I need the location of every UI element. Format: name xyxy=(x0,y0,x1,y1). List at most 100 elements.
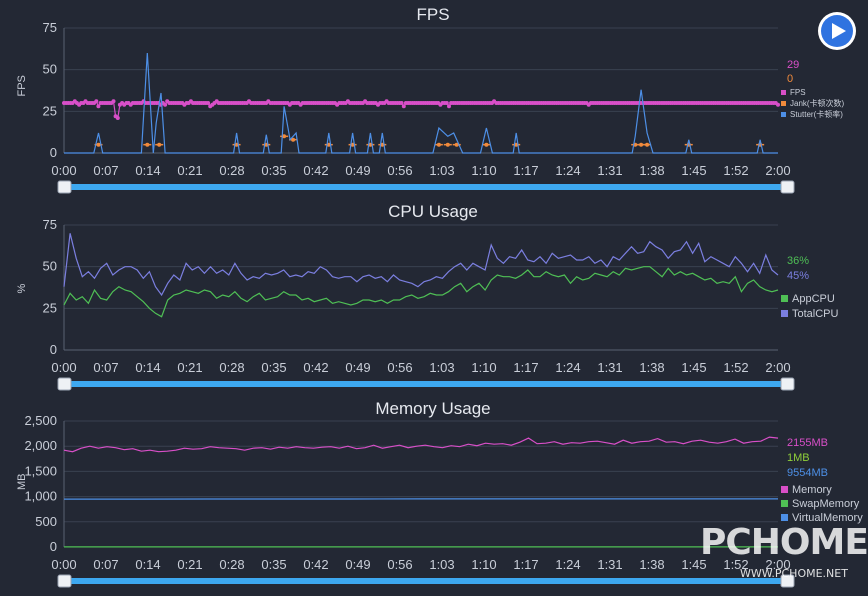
slider-handle-left[interactable] xyxy=(57,574,72,588)
data-point xyxy=(157,142,162,147)
x-tick-label: 2:00 xyxy=(765,557,790,572)
y-tick-label: 0 xyxy=(50,342,57,357)
x-tick-label: 1:24 xyxy=(555,557,580,572)
x-tick-label: 0:35 xyxy=(261,557,286,572)
chart-title: Memory Usage xyxy=(375,399,490,418)
x-tick-label: 0:28 xyxy=(219,557,244,572)
x-tick-label: 0:42 xyxy=(303,557,328,572)
y-tick-label: 500 xyxy=(35,514,57,529)
y-axis-label: % xyxy=(16,284,28,294)
x-tick-label: 1:10 xyxy=(471,360,496,375)
y-tick-label: 25 xyxy=(43,103,57,118)
y-tick-label: 75 xyxy=(43,217,57,232)
current-value: 0 xyxy=(787,73,793,85)
x-tick-label: 1:38 xyxy=(639,163,664,178)
x-tick-label: 1:03 xyxy=(429,163,454,178)
x-tick-label: 0:28 xyxy=(219,163,244,178)
x-tick-label: 2:00 xyxy=(765,163,790,178)
x-tick-label: 0:21 xyxy=(177,163,202,178)
legend-swatch xyxy=(781,295,788,302)
x-tick-label: 0:14 xyxy=(135,360,160,375)
legend-swatch xyxy=(781,112,786,117)
y-axis-label: MB xyxy=(16,474,28,491)
x-tick-label: 0:56 xyxy=(387,360,412,375)
current-value: 29 xyxy=(787,59,799,71)
x-tick-label: 0:00 xyxy=(51,557,76,572)
legend-swatch xyxy=(781,514,788,521)
data-point xyxy=(96,104,101,109)
y-tick-label: 1,500 xyxy=(24,463,57,478)
current-value: 45% xyxy=(787,270,809,282)
legend-entry: Memory xyxy=(792,484,832,496)
slider-handle-left[interactable] xyxy=(57,377,72,391)
slider-handle-left[interactable] xyxy=(57,180,72,194)
play-button[interactable] xyxy=(818,12,856,50)
x-tick-label: 0:49 xyxy=(345,163,370,178)
data-point xyxy=(639,142,644,147)
x-tick-label: 2:00 xyxy=(765,360,790,375)
x-tick-label: 0:07 xyxy=(93,557,118,572)
time-range-slider[interactable] xyxy=(62,381,793,387)
x-tick-label: 1:38 xyxy=(639,360,664,375)
chart-title: FPS xyxy=(416,5,449,24)
legend-swatch xyxy=(781,310,788,317)
x-tick-label: 1:52 xyxy=(723,163,748,178)
legend-entry: VirtualMemory xyxy=(792,512,863,524)
x-tick-label: 0:00 xyxy=(51,360,76,375)
x-tick-label: 0:42 xyxy=(303,163,328,178)
x-tick-label: 1:31 xyxy=(597,163,622,178)
x-tick-label: 0:28 xyxy=(219,360,244,375)
x-tick-label: 1:31 xyxy=(597,360,622,375)
data-point xyxy=(96,142,101,147)
current-value: 36% xyxy=(787,255,809,267)
series-line xyxy=(63,233,779,297)
legend-entry: FPS xyxy=(790,88,806,97)
x-tick-label: 0:14 xyxy=(135,557,160,572)
x-tick-label: 0:35 xyxy=(261,163,286,178)
x-tick-label: 0:49 xyxy=(345,360,370,375)
legend-entry: Jank(卡顿次数) xyxy=(790,98,845,108)
y-tick-label: 2,000 xyxy=(24,438,57,453)
x-tick-label: 1:38 xyxy=(639,557,664,572)
legend-entry: AppCPU xyxy=(792,293,835,305)
current-value: 2155MB xyxy=(787,437,828,449)
x-tick-label: 0:35 xyxy=(261,360,286,375)
y-tick-label: 25 xyxy=(43,300,57,315)
x-tick-label: 0:07 xyxy=(93,163,118,178)
data-point xyxy=(291,137,296,142)
x-tick-label: 1:10 xyxy=(471,163,496,178)
legend-entry: SwapMemory xyxy=(792,498,860,510)
y-tick-label: 50 xyxy=(43,62,57,77)
data-point xyxy=(163,102,168,107)
time-range-slider[interactable] xyxy=(62,578,793,584)
y-tick-label: 50 xyxy=(43,259,57,274)
y-tick-label: 0 xyxy=(50,539,57,554)
data-point xyxy=(145,142,150,147)
slider-handle-right[interactable] xyxy=(780,574,795,588)
slider-handle-right[interactable] xyxy=(780,180,795,194)
data-point xyxy=(111,99,116,104)
chart-title: CPU Usage xyxy=(388,202,478,221)
y-tick-label: 1,000 xyxy=(24,489,57,504)
x-tick-label: 0:00 xyxy=(51,163,76,178)
x-tick-label: 1:52 xyxy=(723,557,748,572)
data-point xyxy=(436,142,441,147)
x-tick-label: 0:21 xyxy=(177,360,202,375)
x-tick-label: 1:17 xyxy=(513,163,538,178)
y-axis-label: FPS xyxy=(16,75,28,96)
data-point xyxy=(94,99,99,104)
x-tick-label: 0:56 xyxy=(387,557,412,572)
legend-entry: Stutter(卡顿率) xyxy=(790,109,843,119)
chart-2 xyxy=(57,420,795,588)
legend-swatch xyxy=(781,101,786,106)
time-range-slider[interactable] xyxy=(62,184,793,190)
slider-handle-right[interactable] xyxy=(780,377,795,391)
legend-swatch xyxy=(781,500,788,507)
data-point xyxy=(399,101,404,105)
x-tick-label: 0:42 xyxy=(303,360,328,375)
data-point xyxy=(645,142,650,147)
current-value: 9554MB xyxy=(787,467,828,479)
x-tick-label: 1:45 xyxy=(681,163,706,178)
